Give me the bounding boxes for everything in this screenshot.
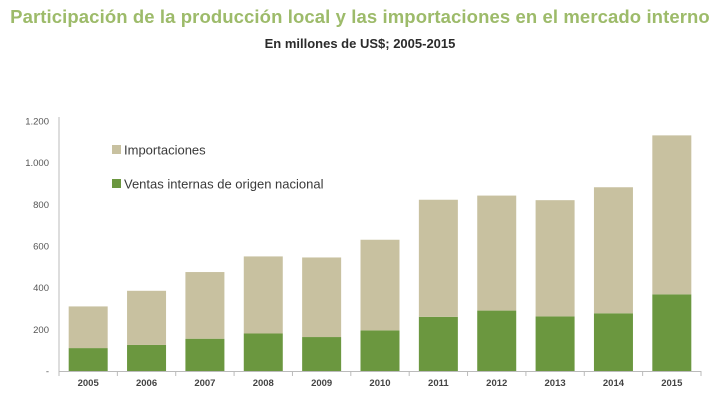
y-tick-label: - [46, 367, 49, 378]
bar-nacional-2007 [185, 338, 225, 371]
x-tick-label-2005: 2005 [78, 378, 100, 389]
bar-importaciones-2005 [68, 306, 108, 349]
legend-label: Importaciones [124, 143, 206, 158]
x-tick-label-2011: 2011 [428, 378, 449, 389]
y-tick-label: 600 [33, 242, 49, 253]
bar-nacional-2010 [360, 330, 400, 371]
bar-importaciones-2011 [418, 199, 458, 317]
x-tick-label-2012: 2012 [486, 378, 507, 389]
bar-nacional-2012 [477, 310, 517, 371]
y-tick-label: 1.200 [25, 117, 49, 128]
legend-swatch [112, 179, 121, 188]
legend-label: Ventas internas de origen nacional [124, 177, 324, 192]
x-tick-label-2010: 2010 [369, 378, 390, 389]
bar-importaciones-2008 [243, 256, 283, 334]
x-axis: 2005 2006 2007 2008 2009 2010 2011 2012 2013 2014… [58, 371, 702, 389]
x-tick-label-2006: 2006 [136, 378, 157, 389]
y-axis: - 200 400 600 800 1.000 1.200 [25, 117, 60, 378]
chart-title: Participación de la producción local y l… [10, 6, 710, 27]
y-tick-label: 800 [33, 200, 49, 211]
legend-swatch [112, 145, 121, 154]
bar-importaciones-2007 [185, 272, 225, 339]
bar-nacional-2005 [68, 348, 108, 371]
x-tick-label-2007: 2007 [194, 378, 215, 389]
x-tick-label-2008: 2008 [253, 378, 274, 389]
legend: Importaciones Ventas internas de origen n… [112, 143, 324, 192]
bar-importaciones-2012 [477, 195, 517, 311]
bars-group [68, 135, 692, 371]
x-tick-label-2015: 2015 [661, 378, 683, 389]
bar-nacional-2014 [593, 313, 633, 371]
bar-importaciones-2015 [652, 135, 692, 295]
bar-importaciones-2009 [302, 257, 342, 338]
x-tick-label-2013: 2013 [545, 378, 566, 389]
y-tick-label: 400 [33, 283, 49, 294]
chart-subtitle: En millones de US$; 2005-2015 [264, 36, 456, 51]
bar-nacional-2008 [243, 333, 283, 371]
bar-nacional-2006 [127, 344, 167, 371]
bar-importaciones-2006 [127, 290, 167, 345]
bar-nacional-2013 [535, 316, 575, 371]
x-tick-label-2009: 2009 [311, 378, 332, 389]
bar-importaciones-2010 [360, 239, 400, 331]
bar-importaciones-2013 [535, 200, 575, 317]
bar-importaciones-2014 [593, 187, 633, 314]
y-tick-label: 200 [33, 325, 49, 336]
x-tick-label-2014: 2014 [603, 378, 625, 389]
bar-nacional-2009 [302, 337, 342, 371]
bar-nacional-2015 [652, 294, 692, 371]
y-tick-label: 1.000 [25, 158, 49, 169]
bar-nacional-2011 [418, 316, 458, 371]
